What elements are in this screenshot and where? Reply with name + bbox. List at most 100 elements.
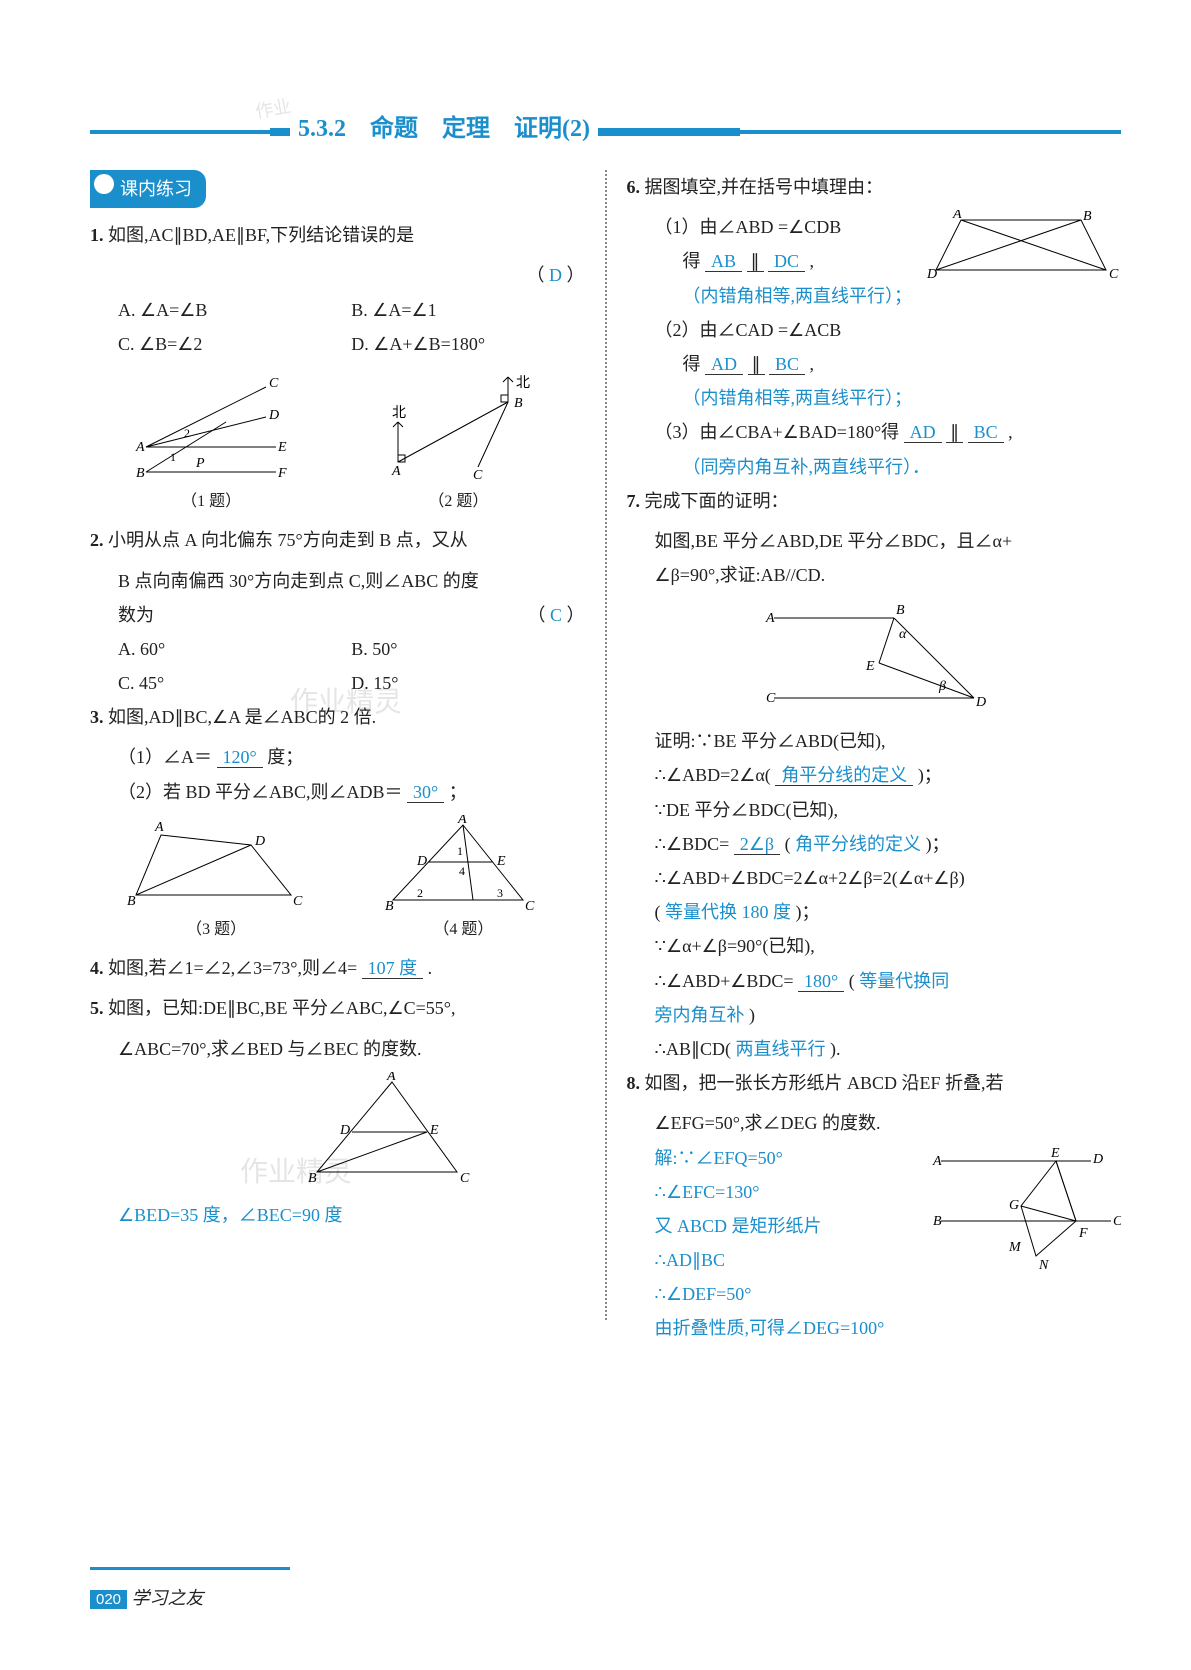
svg-text:F: F: [277, 466, 287, 481]
svg-text:2: 2: [417, 886, 423, 900]
svg-text:C: C: [460, 1171, 470, 1186]
q8-t1: 如图，把一张长方形纸片 ABCD 沿EF 折叠,若: [645, 1073, 1004, 1093]
q7-pf2: ∴∠ABD=2∠α( 角平分线的定义 )；: [627, 758, 1122, 792]
q1-opt-a: A. ∠A=∠B: [118, 293, 351, 327]
q6-num: 6.: [627, 177, 641, 197]
svg-text:C: C: [269, 376, 279, 391]
q2-options: A. 60° B. 50° C. 45° D. 15°: [90, 632, 585, 700]
q6-text: 据图填空,并在括号中填理由：: [645, 177, 884, 197]
q7-pf8: ∴∠ABD+∠BDC= 180° ( 等量代换同: [627, 964, 1122, 998]
q5-answer: ∠BED=35 度，∠BEC=90 度: [90, 1198, 585, 1232]
svg-text:A: A: [932, 1154, 942, 1169]
q6-p2-ans1: AD: [705, 354, 743, 375]
figure-7: A B C D E α β: [744, 598, 1004, 718]
q6-p1b: 得: [683, 251, 701, 271]
figure-1: A B C D E F P 1 2 （1 题）: [126, 367, 296, 517]
q6-p2r: （内错角相等,两直线平行）；: [627, 381, 1122, 415]
q7-num: 7.: [627, 491, 641, 511]
svg-text:E: E: [429, 1123, 439, 1138]
svg-text:1: 1: [457, 844, 463, 858]
svg-text:N: N: [1038, 1258, 1049, 1273]
q7-pf4: ∴∠BDC= 2∠β ( 角平分线的定义 )；: [627, 827, 1122, 861]
q7-pf8-ans2: 等量代换同: [859, 971, 949, 991]
q3-p2: （2）若 BD 平分∠ABC,则∠ADB＝ 30° ；: [90, 775, 585, 809]
q2-t3: 数为: [118, 605, 154, 625]
fig1-caption: （1 题）: [126, 487, 296, 517]
svg-text:E: E: [496, 854, 506, 869]
question-7: 7. 完成下面的证明：: [627, 484, 1122, 518]
page-title: 5.3.2 命题 定理 证明(2): [290, 108, 598, 143]
q7-text: 完成下面的证明：: [645, 491, 789, 511]
question-8: 8. 如图，把一张长方形纸片 ABCD 沿EF 折叠,若: [627, 1066, 1122, 1100]
q7-pf4b: (: [785, 834, 791, 854]
figure-3: A D B C （3 题）: [121, 815, 311, 945]
q1-opt-c: C. ∠B=∠2: [118, 327, 351, 361]
column-divider: [605, 170, 607, 1320]
svg-text:E: E: [1050, 1146, 1060, 1161]
q1-opt-b: B. ∠A=∠1: [351, 293, 584, 327]
q7-pf2a: ∴∠ABD=2∠α(: [655, 765, 771, 785]
q6-p2c: ,: [810, 354, 815, 374]
q4-ans: 107 度: [362, 958, 424, 979]
q6-p2-ans2: BC: [769, 354, 805, 375]
q7-pf9-ans: 两直线平行: [735, 1039, 825, 1059]
q3-q4-figures: A D B C （3 题） A B C D E 1 2: [90, 815, 585, 945]
svg-text:A: A: [457, 815, 467, 827]
fig7-svg: A B C D E α β: [744, 598, 1004, 718]
q7-pf4a: ∴∠BDC=: [655, 834, 730, 854]
svg-text:C: C: [1109, 267, 1119, 282]
svg-text:北: 北: [516, 375, 530, 391]
q2-opt-c: C. 45°: [118, 666, 351, 700]
q7-pf4c: )；: [926, 834, 950, 854]
q7-pf2b: )；: [918, 765, 942, 785]
svg-text:B: B: [896, 603, 905, 618]
svg-text:F: F: [1078, 1226, 1088, 1241]
q1-answer: D: [549, 265, 562, 285]
q6-p3-ans1: AD: [904, 422, 942, 443]
svg-text:C: C: [293, 894, 303, 909]
svg-text:A: A: [952, 210, 962, 222]
q3-p2b: ；: [449, 782, 467, 802]
fig2-svg: 北 北 北 A B C: [368, 367, 548, 487]
q7-pf4-ans2: 角平分线的定义: [795, 834, 921, 854]
q2-t3-row: 数为 （ C ）: [90, 598, 585, 632]
footer: 020 学习之友: [90, 1584, 204, 1610]
content-columns: 课内练习 1. 如图,AC∥BD,AE∥BF,下列结论错误的是 （ D ） A.…: [90, 170, 1121, 1346]
fig6-svg: A B C D: [921, 210, 1121, 285]
q6-p3c: ,: [1008, 422, 1013, 442]
watermark-stamp: 作业: [253, 92, 293, 124]
svg-text:P: P: [195, 456, 205, 471]
q1-text: 如图,AC∥BD,AE∥BF,下列结论错误的是: [108, 225, 414, 245]
page-number: 020: [90, 1590, 127, 1609]
q2-t2: B 点向南偏西 30°方向走到点 C,则∠ABC 的度: [90, 564, 585, 598]
question-4: 4. 如图,若∠1=∠2,∠3=73°,则∠4= 107 度 .: [90, 951, 585, 985]
svg-text:B: B: [308, 1171, 317, 1186]
q3-p2-ans: 30°: [407, 782, 444, 803]
svg-text:3: 3: [497, 886, 503, 900]
fig4-caption: （4 题）: [373, 915, 553, 945]
q2-opt-b: B. 50°: [351, 632, 584, 666]
q3-num: 3.: [90, 707, 104, 727]
fig8-svg: A B C D E F G M N: [921, 1141, 1121, 1281]
fig3-svg: A D B C: [121, 815, 311, 915]
q7-figure-row: A B C D E α β: [627, 598, 1122, 718]
q8-s6: 由折叠性质,可得∠DEG=100°: [627, 1311, 1122, 1345]
q3-p1-ans: 120°: [217, 747, 263, 768]
q5-t1: 如图，已知:DE∥BC,BE 平分∠ABC,∠C=55°,: [108, 998, 456, 1018]
svg-text:B: B: [933, 1214, 942, 1229]
q2-opt-d: D. 15°: [351, 666, 584, 700]
svg-text:B: B: [127, 894, 136, 909]
fig5-svg: A B C D E: [292, 1072, 482, 1192]
svg-text:C: C: [525, 899, 535, 914]
figure-6: A B C D: [921, 210, 1121, 296]
q7-pf6b: )；: [796, 902, 820, 922]
footer-rule: [90, 1567, 290, 1570]
question-2: 2. 小明从点 A 向北偏东 75°方向走到 B 点，又从: [90, 523, 585, 557]
svg-text:C: C: [766, 691, 776, 706]
question-1: 1. 如图,AC∥BD,AE∥BF,下列结论错误的是: [90, 218, 585, 252]
q3-p2a: （2）若 BD 平分∠ABC,则∠ADB＝: [118, 782, 403, 802]
svg-text:D: D: [416, 854, 427, 869]
q1-q2-figures: A B C D E F P 1 2 （1 题）: [90, 367, 585, 517]
q3-p1: （1）∠A＝ 120° 度；: [90, 740, 585, 774]
svg-text:4: 4: [459, 864, 465, 878]
